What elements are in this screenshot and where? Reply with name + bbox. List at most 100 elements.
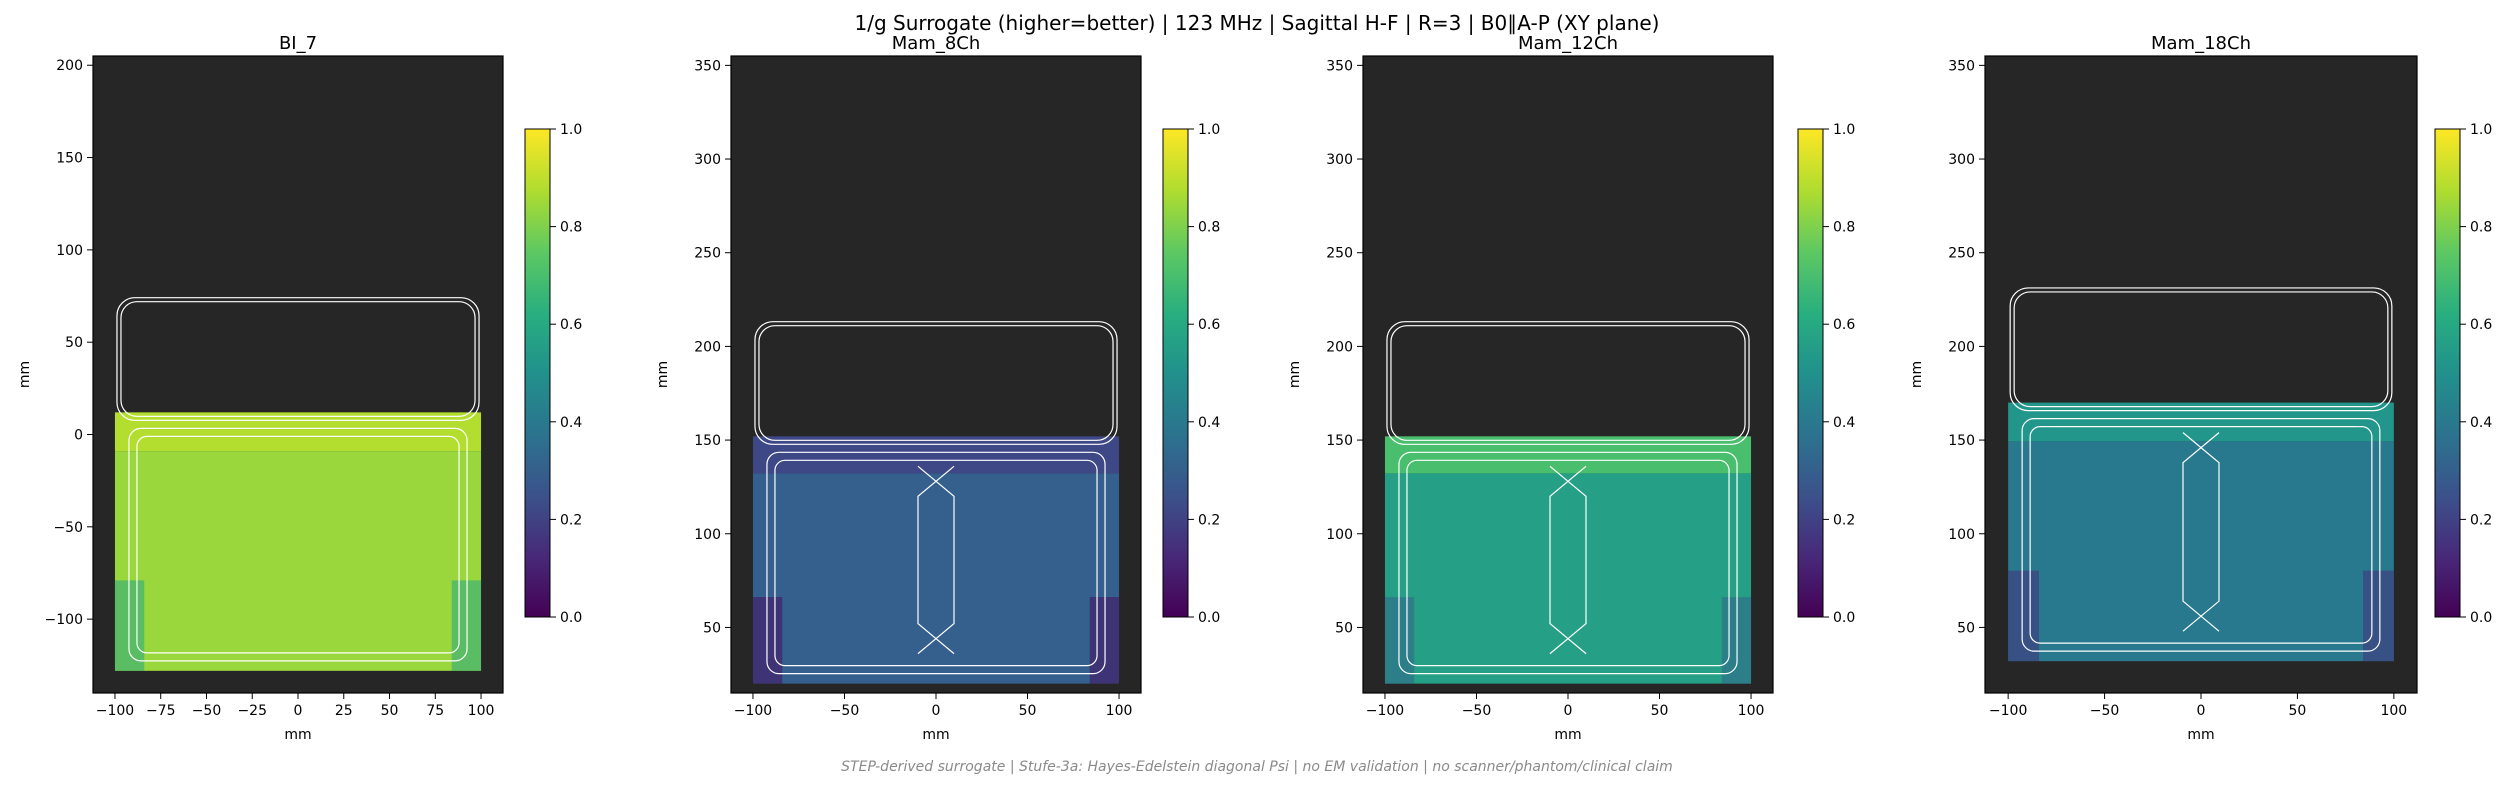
x-tick-label: 75 — [426, 703, 444, 719]
coil-inner-loop — [2029, 426, 2373, 644]
y-tick-label: 100 — [694, 527, 721, 543]
x-tick-label: −50 — [830, 703, 860, 719]
y-tick-label: 250 — [1326, 246, 1353, 262]
colorbar-tick-label: 0.2 — [1833, 512, 1855, 528]
x-tick-label: −50 — [1462, 703, 1492, 719]
colorbar-tick-label: 0.4 — [2470, 415, 2492, 431]
coil-inner-loop — [774, 459, 1098, 667]
heatmap-edge-left — [752, 597, 783, 684]
heatmap-upper-band — [1384, 436, 1752, 474]
colorbar-tick-label: 0.0 — [1198, 610, 1220, 626]
coil-top-loop — [116, 297, 480, 421]
y-tick-label: 250 — [1948, 246, 1975, 262]
y-tick-label: 150 — [1326, 433, 1353, 449]
coil-top-loop-inner — [758, 325, 1114, 441]
heatmap-upper-band — [2008, 402, 2394, 442]
colorbar-tick-label: 1.0 — [1198, 122, 1220, 138]
colorbar-tick-label: 0.8 — [1198, 220, 1220, 236]
y-tick-label: 200 — [56, 58, 83, 74]
colorbar-tick-label: 0.8 — [1833, 220, 1855, 236]
coil-outer-loop — [2021, 418, 2381, 652]
x-tick-label: 50 — [381, 703, 399, 719]
y-axis-label: mm — [1909, 361, 1925, 388]
colorbar-tick-label: 0.4 — [1833, 415, 1855, 431]
panels: BI_7 −100 −75 −50 −25 0 25 50 75 100 −100 −50 0 50 100… — [17, 33, 2492, 743]
x-tick-label: 0 — [932, 703, 941, 719]
y-tick-label: 100 — [1326, 527, 1353, 543]
heatmap-edge-right — [1089, 597, 1120, 684]
x-tick-label: 0 — [2197, 703, 2206, 719]
colorbar — [1797, 128, 1824, 618]
coil-outlines — [116, 297, 480, 662]
x-tick-label: −50 — [192, 703, 222, 719]
colorbar — [2434, 128, 2461, 618]
colorbar-tick-label: 0.0 — [560, 610, 582, 626]
y-tick-label: 50 — [1335, 620, 1353, 636]
colorbar-tick-label: 0.8 — [2470, 220, 2492, 236]
colorbar-tick-label: 0.0 — [1833, 610, 1855, 626]
x-tick-label: 25 — [335, 703, 353, 719]
coil-top-loop-inner — [2013, 291, 2389, 408]
panel-mam_12ch: Mam_12Ch −100 −50 0 50 100 50 100 150 200 250 300 35… — [1287, 33, 1855, 743]
y-tick-label: 200 — [1948, 339, 1975, 355]
panel-title: Mam_8Ch — [892, 33, 981, 54]
x-tick-label: −100 — [1989, 703, 2027, 719]
y-tick-label: 350 — [1326, 58, 1353, 74]
y-tick-label: 300 — [1326, 152, 1353, 168]
figure-footer: STEP-derived surrogate | Stufe-3a: Hayes… — [841, 759, 1673, 775]
y-tick-label: 200 — [694, 339, 721, 355]
heatmap-edge-right — [2363, 570, 2394, 662]
y-tick-label: 350 — [694, 58, 721, 74]
x-axis-label: mm — [922, 727, 949, 743]
heatmap-edge-right — [1721, 597, 1752, 684]
y-tick-label: 0 — [74, 428, 83, 444]
heatmap-lower-band — [752, 473, 1120, 684]
heatmap-edge-right — [451, 580, 482, 671]
x-tick-label: 50 — [2289, 703, 2307, 719]
heatmap-lower-band — [114, 451, 482, 671]
heatmap-upper-band — [114, 412, 482, 452]
x-tick-label: 50 — [1019, 703, 1037, 719]
coil-top-loop-inner — [1390, 325, 1746, 441]
x-tick-label: 100 — [1738, 703, 1765, 719]
coil-diagonal-loops — [1549, 465, 1587, 655]
heatmap-edge-left — [114, 580, 145, 671]
x-tick-label: 100 — [1106, 703, 1133, 719]
y-axis-label: mm — [17, 361, 33, 388]
coil-outlines — [754, 321, 1118, 675]
y-tick-label: 50 — [65, 335, 83, 351]
x-tick-label: −100 — [1366, 703, 1404, 719]
colorbar-tick-label: 0.8 — [560, 220, 582, 236]
colorbar-tick-label: 1.0 — [2470, 122, 2492, 138]
y-tick-label: 300 — [1948, 152, 1975, 168]
y-tick-label: 300 — [694, 152, 721, 168]
panel-title: BI_7 — [279, 33, 317, 54]
y-tick-label: −50 — [53, 520, 83, 536]
panel-title: Mam_18Ch — [2151, 33, 2251, 54]
coil-outer-loop — [128, 427, 468, 662]
colorbar-tick-label: 0.6 — [1833, 317, 1855, 333]
y-axis-label: mm — [655, 361, 671, 388]
colorbar-tick-label: 0.2 — [1198, 512, 1220, 528]
colorbar-tick-label: 1.0 — [1833, 122, 1855, 138]
x-axis-label: mm — [1554, 727, 1581, 743]
heatmap-edge-left — [1384, 597, 1415, 684]
coil-top-loop — [2009, 287, 2393, 412]
colorbar-tick-label: 0.2 — [2470, 512, 2492, 528]
colorbar-tick-label: 0.6 — [560, 317, 582, 333]
y-tick-label: 100 — [56, 243, 83, 259]
x-axis-label: mm — [284, 727, 311, 743]
x-tick-label: 0 — [294, 703, 303, 719]
coil-top-loop — [1386, 321, 1750, 445]
y-tick-label: 150 — [694, 433, 721, 449]
colorbar — [1162, 128, 1189, 618]
x-tick-label: 0 — [1564, 703, 1573, 719]
heatmap-upper-band — [752, 436, 1120, 474]
colorbar-tick-label: 1.0 — [560, 122, 582, 138]
panel-mam_18ch: Mam_18Ch −100 −50 0 50 100 50 100 150 200 250 300 35… — [1909, 33, 2492, 743]
y-tick-label: 150 — [1948, 433, 1975, 449]
coil-outer-loop — [1398, 451, 1738, 675]
colorbar-tick-label: 0.6 — [2470, 317, 2492, 333]
y-tick-label: 50 — [703, 620, 721, 636]
